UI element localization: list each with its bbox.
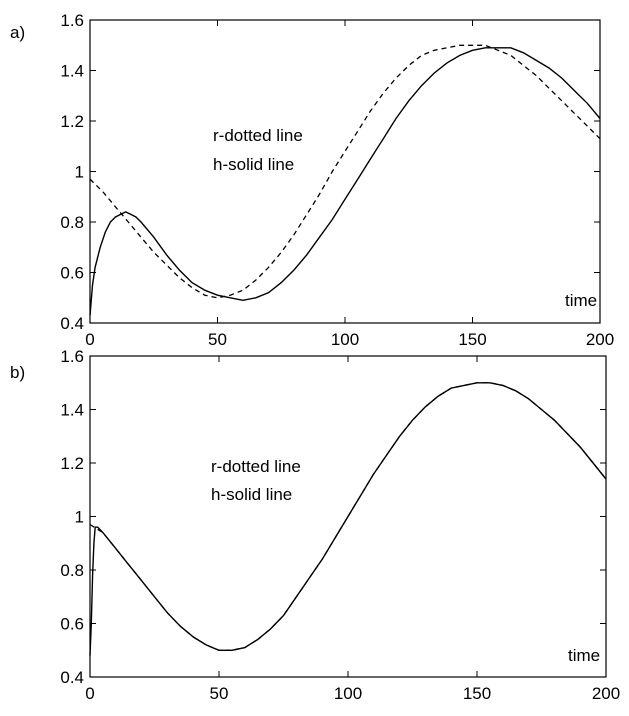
panel-a-x-tick-label-4: 200 bbox=[586, 330, 614, 349]
panel-a-x-tick-label-3: 150 bbox=[458, 330, 486, 349]
panel-a-y-tick-label-1: 0.6 bbox=[60, 264, 84, 283]
panel-b-annotation-line-0: r-dotted line bbox=[211, 457, 301, 476]
panel-b-y-tick-label-6: 1.6 bbox=[60, 347, 84, 366]
panel-a-annotation-line-0: r-dotted line bbox=[213, 126, 303, 145]
panel-a-series-solid-line bbox=[89, 47, 601, 316]
panel-b-time-label: time bbox=[568, 646, 600, 665]
panel-b-y-tick-label-0: 0.4 bbox=[60, 668, 84, 687]
panel-b-x-tick-label-0: 0 bbox=[85, 684, 94, 703]
panel-b-x-tick-label-3: 150 bbox=[463, 684, 491, 703]
panel-b-x-tick-label-4: 200 bbox=[592, 684, 620, 703]
panel-a-y-tick-label-4: 1.2 bbox=[60, 112, 84, 131]
panel-b-series-dashed-line bbox=[89, 382, 607, 651]
panel-a-x-tick-label-1: 50 bbox=[208, 330, 227, 349]
panel-a-y-tick-label-0: 0.4 bbox=[60, 314, 84, 333]
panel-b-x-tick-label-2: 100 bbox=[334, 684, 362, 703]
panel-a-annotation-line-1: h-solid line bbox=[213, 155, 294, 174]
panel-a-y-tick-label-6: 1.6 bbox=[60, 11, 84, 30]
panel-a-y-tick-label-2: 0.8 bbox=[60, 213, 84, 232]
panel-a-x-tick-label-0: 0 bbox=[85, 330, 94, 349]
panel-b-x-tick-label-1: 50 bbox=[210, 684, 229, 703]
panel-b-annotation-line-1: h-solid line bbox=[211, 485, 292, 504]
panel-b-y-tick-label-4: 1.2 bbox=[60, 454, 84, 473]
panel-b-y-tick-label-5: 1.4 bbox=[60, 401, 84, 420]
panel-b-y-tick-label-3: 1 bbox=[75, 508, 84, 527]
panel-b-y-tick-label-2: 0.8 bbox=[60, 561, 84, 580]
panel-a-x-tick-label-2: 100 bbox=[331, 330, 359, 349]
panel-a-series-dashed-line bbox=[89, 44, 601, 299]
panel-a-time-label: time bbox=[565, 291, 597, 310]
panel-b-y-tick-label-1: 0.6 bbox=[60, 615, 84, 634]
panel-b-label: b) bbox=[10, 363, 25, 382]
panel-a-y-tick-label-3: 1 bbox=[75, 163, 84, 182]
panel-a-label: a) bbox=[10, 23, 25, 42]
panel-a-y-tick-label-5: 1.4 bbox=[60, 62, 84, 81]
